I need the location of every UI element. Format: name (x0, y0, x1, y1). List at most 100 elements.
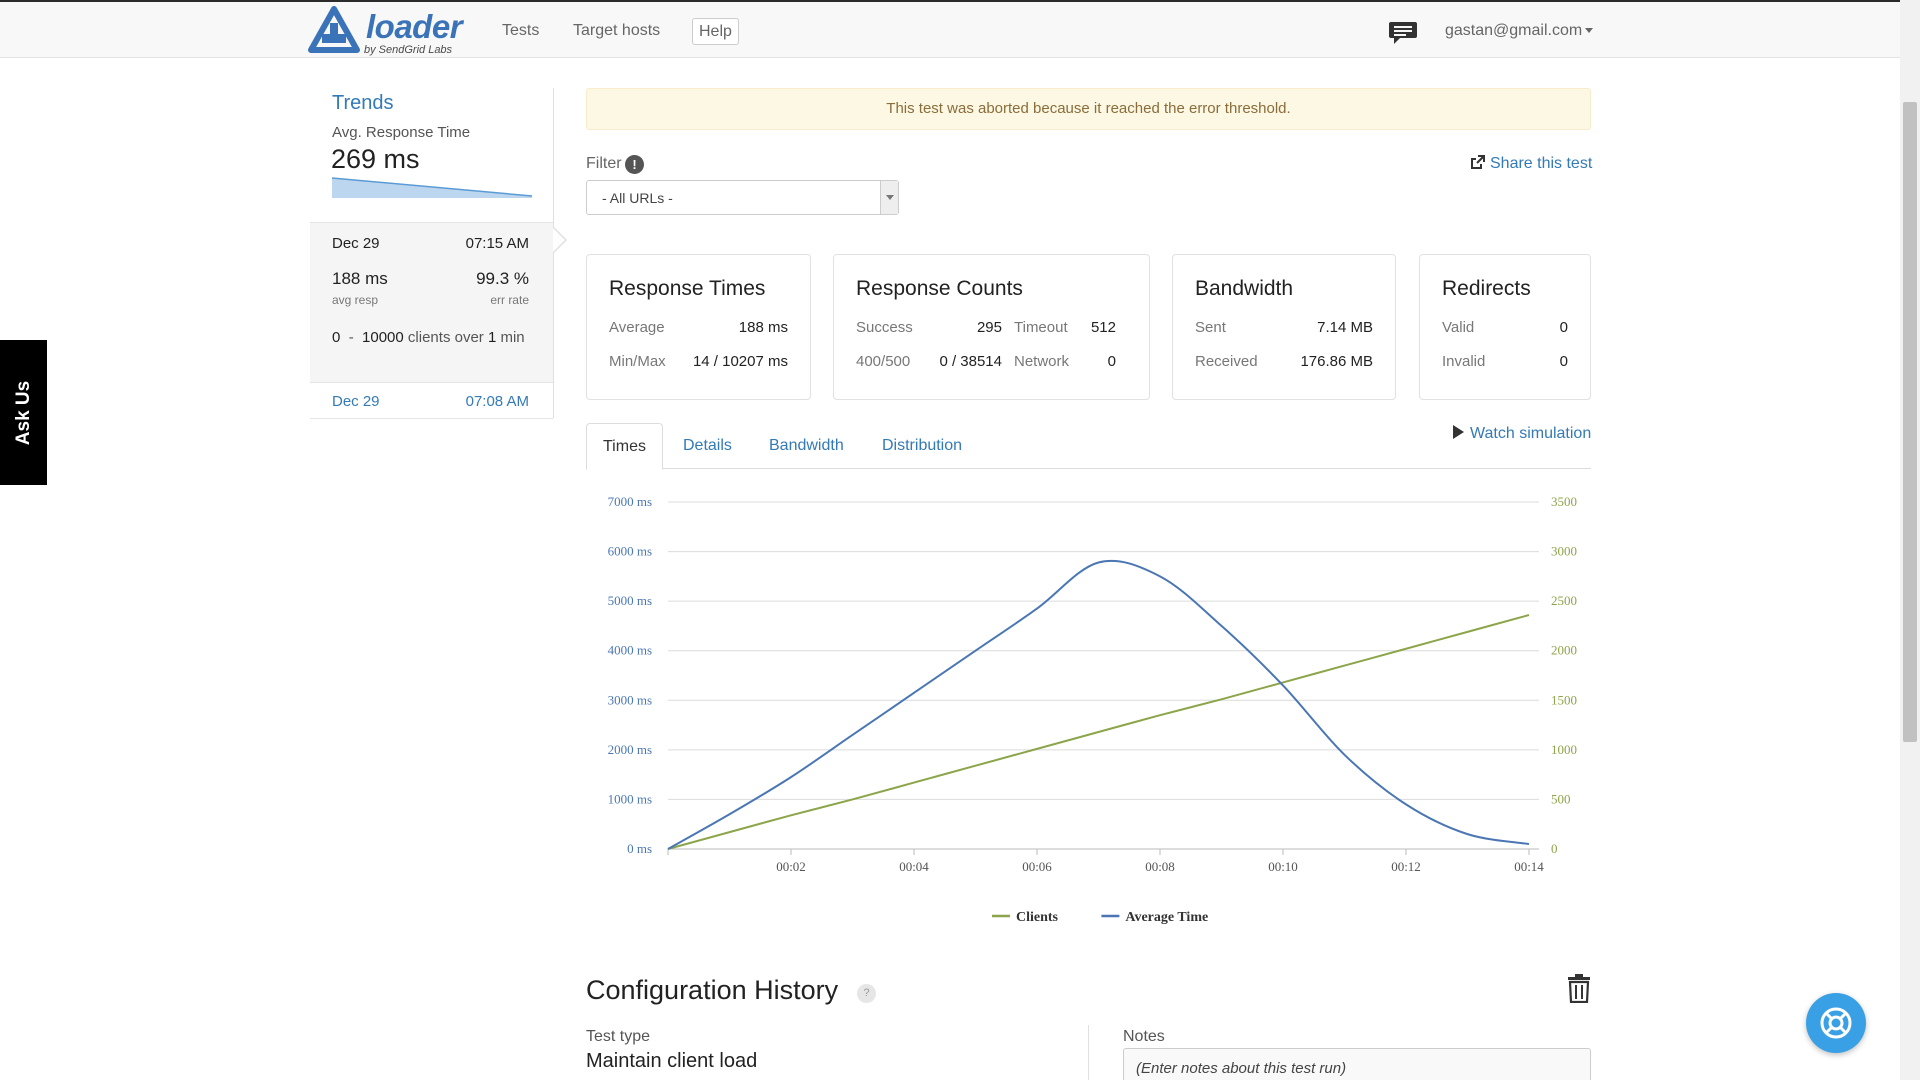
run-avg-resp-label: avg resp (332, 293, 379, 307)
watch-simulation-link[interactable]: Watch simulation (1453, 425, 1591, 443)
user-menu[interactable]: gastan@gmail.com (1445, 22, 1594, 40)
minmax-value: 14 / 10207 ms (692, 353, 788, 370)
nav-target-hosts[interactable]: Target hosts (573, 22, 661, 39)
card-title: Response Times (609, 277, 766, 300)
x-tick-label: 00:06 (1022, 859, 1052, 874)
clients-tail: clients over (407, 329, 484, 346)
chevron-down-icon (1585, 28, 1594, 34)
series-line-average-time (667, 559, 1530, 850)
valid-label: Valid (1442, 319, 1475, 336)
y-left-tick-label: 5000 ms (608, 593, 652, 608)
trash-icon[interactable] (1567, 973, 1591, 1008)
loader-logo[interactable]: loader by SendGrid Labs (308, 6, 463, 56)
run-date: Dec 29 (332, 393, 380, 410)
y-left-tick-label: 3000 ms (608, 692, 652, 707)
top-navbar: loader by SendGrid Labs Tests Target hos… (0, 0, 1920, 58)
clients-sep: - (348, 329, 354, 346)
y-right-tick-label: 0 (1551, 841, 1558, 856)
x-tick-label: 00:10 (1268, 859, 1298, 874)
info-icon[interactable]: ! (625, 155, 644, 174)
tab-distribution[interactable]: Distribution (882, 437, 963, 454)
test-type-label: Test type (586, 1028, 651, 1045)
received-value: 176.86 MB (1300, 353, 1373, 370)
help-widget-button[interactable] (1806, 993, 1866, 1053)
run-time: 07:08 AM (465, 393, 529, 410)
run-err-rate-label: err rate (490, 293, 529, 307)
active-run-pointer-inner (553, 228, 565, 252)
run-avg-resp: 188 ms (332, 269, 388, 288)
nav-tests[interactable]: Tests (502, 22, 540, 39)
y-left-tick-label: 6000 ms (608, 544, 652, 559)
card-title: Redirects (1442, 277, 1531, 300)
bandwidth-card: Bandwidth Sent 7.14 MB Received 176.86 M… (1172, 254, 1396, 400)
x-tick-label: 00:04 (899, 859, 929, 874)
ask-us-tab[interactable]: Ask Us (0, 340, 47, 485)
y-right-tick-label: 1000 (1551, 742, 1577, 757)
success-label: Success (856, 319, 913, 336)
error-codes-label: 400/500 (856, 353, 911, 370)
run-time: 07:15 AM (465, 235, 529, 252)
help-icon[interactable]: ? (857, 984, 876, 1003)
message-icon[interactable] (1388, 20, 1418, 51)
chart-tabs: Times Details Bandwidth Distribution (586, 423, 1591, 470)
sent-value: 7.14 MB (1317, 319, 1373, 336)
card-title: Response Counts (856, 277, 1023, 300)
loader-logo-icon (308, 6, 360, 53)
response-times-card: Response Times Average 188 ms Min/Max 14… (586, 254, 811, 400)
error-threshold-alert: This test was aborted because it reached… (586, 88, 1591, 130)
average-label: Average (609, 319, 665, 336)
y-right-tick-label: 500 (1551, 791, 1571, 806)
clients-from: 0 (332, 329, 341, 346)
response-counts-card: Response Counts Success 295 Timeout 512 … (833, 254, 1150, 400)
trends-value: 269 ms (331, 144, 420, 174)
run-date: Dec 29 (332, 235, 380, 252)
minmax-label: Min/Max (609, 353, 666, 370)
x-tick-label: 00:12 (1391, 859, 1421, 874)
x-tick-label: 00:02 (776, 859, 806, 874)
logo-subtitle: by SendGrid Labs (364, 44, 453, 56)
chevron-down-icon (880, 181, 898, 214)
scrollbar-thumb[interactable] (1903, 102, 1917, 742)
valid-value: 0 (1559, 319, 1568, 336)
sent-label: Sent (1195, 319, 1226, 336)
y-right-tick-label: 3000 (1551, 544, 1577, 559)
legend-label-average-time: Average Time (1125, 910, 1208, 925)
invalid-value: 0 (1559, 353, 1568, 370)
tab-times[interactable]: Times (586, 423, 663, 470)
url-filter-select[interactable]: - All URLs - (586, 180, 899, 215)
tab-details[interactable]: Details (683, 437, 732, 454)
watch-simulation-label: Watch simulation (1470, 425, 1592, 442)
y-right-tick-label: 2000 (1551, 643, 1577, 658)
filter-label: Filter (586, 155, 622, 172)
test-type-value: Maintain client load (586, 1050, 758, 1072)
success-value: 295 (976, 319, 1002, 336)
share-test-link[interactable]: Share this test (1470, 155, 1592, 173)
play-icon (1453, 425, 1464, 439)
nav-help[interactable]: Help (692, 18, 739, 45)
run-clients-summary: 0 - 10000 clients over 1 min (332, 327, 532, 349)
trends-sparkline (332, 177, 533, 198)
notes-input[interactable]: (Enter notes about this test run) (1123, 1048, 1591, 1080)
duration-unit: min (500, 329, 525, 346)
share-icon (1471, 155, 1485, 169)
y-left-tick-label: 7000 ms (608, 494, 652, 509)
logo-wordmark: loader (366, 8, 463, 45)
test-run-item-active[interactable]: Dec 29 07:15 AM 188 ms avg resp 99.3 % e… (310, 222, 553, 383)
times-chart: 0 ms 1000 ms 2000 ms 3000 ms 4000 ms 5000 ms 6… (608, 494, 1577, 925)
user-email: gastan@gmail.com (1445, 22, 1583, 39)
config-divider (1088, 1025, 1089, 1080)
average-value: 188 ms (738, 319, 788, 336)
card-title: Bandwidth (1195, 277, 1294, 300)
ask-us-label: Ask Us (12, 380, 34, 445)
x-tick-label: 00:14 (1514, 859, 1544, 874)
network-value: 0 (1107, 353, 1116, 370)
timeout-label: Timeout (1014, 319, 1068, 336)
test-run-item[interactable]: Dec 29 07:08 AM (310, 383, 553, 419)
y-right-tick-label: 2500 (1551, 593, 1577, 608)
tab-bandwidth[interactable]: Bandwidth (769, 437, 844, 454)
y-left-tick-label: 1000 ms (608, 791, 652, 806)
configuration-history-title: Configuration History (586, 975, 839, 1005)
y-left-tick-label: 0 ms (627, 841, 652, 856)
share-test-label: Share this test (1490, 155, 1593, 172)
y-right-tick-label: 3500 (1551, 494, 1577, 509)
